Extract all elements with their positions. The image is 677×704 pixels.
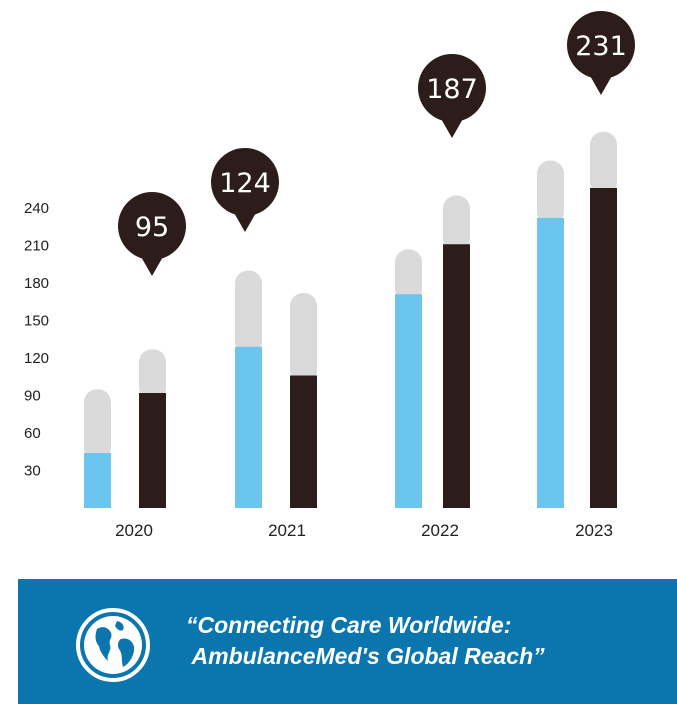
y-tick-label: 180 <box>24 275 49 292</box>
callout-label: 95 <box>135 212 169 243</box>
bar-cap <box>84 389 111 461</box>
bar-cap <box>395 249 422 302</box>
bar <box>395 294 422 508</box>
callout-label: 231 <box>575 31 627 62</box>
bar-cap <box>235 270 262 355</box>
callout-circle <box>118 192 186 260</box>
y-tick-label: 210 <box>24 238 49 255</box>
bar-cap <box>139 349 166 401</box>
bar-chart: 30 60 90 120 150 180 210 240 2020 2021 2022 2023 9… <box>24 11 635 540</box>
x-tick-label: 2023 <box>575 521 613 540</box>
banner-quote-line-2: AmbulanceMed's Global Reach” <box>186 643 545 669</box>
callout-circle <box>567 11 635 79</box>
value-callout: 124 <box>211 148 279 232</box>
callout-circle <box>418 54 486 122</box>
x-tick-label: 2020 <box>115 521 153 540</box>
bar-cap <box>290 293 317 383</box>
globe-icon <box>76 608 150 682</box>
bar <box>590 188 617 508</box>
callout-pointer <box>233 211 257 232</box>
bar <box>443 244 470 508</box>
y-tick-label: 120 <box>24 350 49 367</box>
banner-quote: “Connecting Care Worldwide: AmbulanceMed… <box>186 610 545 672</box>
bar <box>290 375 317 508</box>
bar <box>84 453 111 508</box>
bar-groups <box>84 131 617 508</box>
bar-cap <box>537 160 564 226</box>
y-tick-label: 30 <box>24 463 41 480</box>
x-axis-labels: 2020 2021 2022 2023 <box>115 521 613 540</box>
y-axis-ticks: 30 60 90 120 150 180 210 240 <box>24 200 49 480</box>
bar-cap <box>443 195 470 252</box>
bar <box>235 346 262 508</box>
value-callout: 95 <box>118 192 186 276</box>
x-tick-label: 2022 <box>421 521 459 540</box>
value-callout: 187 <box>418 54 486 138</box>
y-tick-label: 240 <box>24 200 49 217</box>
value-callouts: 95 124 187 231 <box>118 11 635 276</box>
callout-label: 187 <box>426 74 478 105</box>
x-tick-label: 2021 <box>268 521 306 540</box>
footer-banner: “Connecting Care Worldwide: AmbulanceMed… <box>18 579 677 704</box>
callout-pointer <box>440 117 464 138</box>
y-tick-label: 60 <box>24 425 41 442</box>
bar <box>537 218 564 508</box>
value-callout: 231 <box>567 11 635 95</box>
callout-circle <box>211 148 279 216</box>
bar-cap <box>590 131 617 196</box>
y-tick-label: 150 <box>24 313 49 330</box>
callout-pointer <box>589 74 613 95</box>
y-tick-label: 90 <box>24 388 41 405</box>
bar <box>139 393 166 508</box>
banner-quote-line-1: “Connecting Care Worldwide: <box>186 612 512 638</box>
callout-label: 124 <box>219 168 271 199</box>
callout-pointer <box>140 255 164 276</box>
